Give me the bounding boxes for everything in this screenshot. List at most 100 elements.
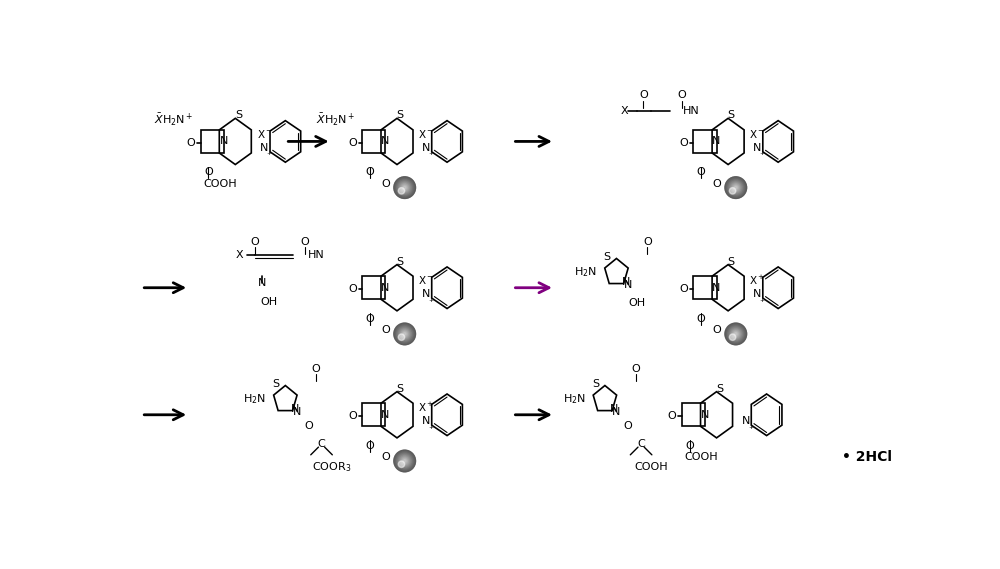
Text: X$^-$: X$^-$	[418, 127, 434, 140]
Circle shape	[730, 182, 741, 193]
Circle shape	[398, 334, 405, 340]
Text: OH: OH	[629, 298, 646, 308]
Text: O: O	[204, 167, 213, 177]
Text: N: N	[712, 137, 721, 146]
Text: O: O	[381, 452, 390, 462]
Circle shape	[728, 326, 744, 342]
Circle shape	[399, 182, 410, 193]
Circle shape	[725, 177, 747, 199]
Circle shape	[402, 331, 407, 337]
Text: $\bar{X}$H$_2$N$^+$: $\bar{X}$H$_2$N$^+$	[154, 112, 193, 128]
Circle shape	[394, 177, 415, 199]
Text: O: O	[250, 237, 259, 246]
Text: X$^-$: X$^-$	[418, 274, 434, 286]
Text: O: O	[697, 314, 706, 324]
Circle shape	[394, 323, 415, 345]
Circle shape	[398, 188, 405, 194]
Text: $^+$: $^+$	[747, 424, 754, 433]
Text: S: S	[397, 110, 404, 120]
Text: O: O	[639, 90, 648, 100]
Circle shape	[394, 323, 415, 345]
Text: O: O	[624, 421, 632, 431]
Circle shape	[397, 326, 413, 342]
Text: O: O	[304, 421, 313, 431]
Circle shape	[732, 330, 740, 338]
Circle shape	[399, 456, 410, 467]
Circle shape	[728, 180, 744, 196]
Circle shape	[729, 327, 743, 341]
Text: S: S	[397, 257, 404, 266]
Text: N: N	[753, 143, 762, 152]
Text: O: O	[668, 411, 676, 421]
Circle shape	[729, 188, 736, 194]
Text: S: S	[604, 252, 611, 262]
Text: COOH: COOH	[634, 462, 668, 472]
Text: X$^-$: X$^-$	[257, 127, 273, 140]
Text: O: O	[643, 237, 652, 246]
Text: O: O	[679, 138, 688, 148]
Text: C: C	[637, 439, 645, 449]
Text: N: N	[220, 137, 228, 146]
Circle shape	[397, 453, 413, 469]
Text: O: O	[381, 179, 390, 189]
Circle shape	[402, 458, 407, 464]
Text: $^+$: $^+$	[427, 297, 435, 306]
Text: N: N	[381, 137, 390, 146]
Circle shape	[734, 186, 737, 189]
Text: O: O	[678, 90, 686, 100]
Text: N: N	[624, 279, 632, 290]
Text: $^+$: $^+$	[427, 424, 435, 433]
Text: OH: OH	[261, 296, 278, 307]
Text: N: N	[422, 416, 430, 426]
Circle shape	[395, 324, 414, 343]
Text: N: N	[290, 403, 299, 414]
Circle shape	[399, 328, 410, 339]
Text: X: X	[235, 250, 243, 261]
Text: N: N	[701, 410, 709, 420]
Text: O: O	[366, 314, 374, 324]
Text: O: O	[712, 179, 721, 189]
Circle shape	[395, 178, 414, 197]
Text: N: N	[381, 410, 390, 420]
Text: N: N	[610, 403, 618, 414]
Text: $^+$: $^+$	[427, 151, 435, 160]
Text: COOH: COOH	[203, 179, 237, 189]
Text: HN: HN	[683, 106, 700, 116]
Text: O: O	[186, 138, 195, 148]
Text: • 2HCl: • 2HCl	[842, 450, 892, 464]
Text: N: N	[260, 143, 269, 152]
Circle shape	[730, 328, 741, 339]
Text: O: O	[366, 440, 374, 451]
Text: COOR$_3$: COOR$_3$	[312, 460, 351, 474]
Circle shape	[394, 450, 415, 472]
Text: N: N	[753, 289, 762, 299]
Text: O: O	[685, 440, 694, 451]
Text: $^+$: $^+$	[265, 151, 273, 160]
Text: S: S	[728, 257, 735, 266]
Circle shape	[397, 180, 413, 196]
Circle shape	[398, 327, 411, 341]
Text: N: N	[622, 277, 630, 287]
Text: O: O	[679, 284, 688, 294]
Text: N: N	[258, 278, 266, 288]
Text: O: O	[300, 237, 309, 246]
Circle shape	[726, 178, 745, 197]
Text: X$^+$: X$^+$	[749, 274, 765, 287]
Text: O: O	[348, 411, 357, 421]
Circle shape	[725, 177, 747, 199]
Circle shape	[398, 461, 405, 468]
Circle shape	[398, 181, 411, 195]
Text: S: S	[397, 384, 404, 394]
Text: O: O	[712, 325, 721, 335]
Text: S: S	[716, 384, 723, 394]
Text: N: N	[293, 407, 301, 417]
Text: X: X	[620, 106, 628, 116]
Text: COOH: COOH	[684, 452, 718, 462]
Circle shape	[394, 177, 415, 199]
Circle shape	[402, 185, 407, 190]
Circle shape	[733, 185, 738, 190]
Circle shape	[403, 460, 406, 463]
Text: O: O	[312, 364, 321, 374]
Text: S: S	[235, 110, 242, 120]
Text: S: S	[592, 379, 599, 389]
